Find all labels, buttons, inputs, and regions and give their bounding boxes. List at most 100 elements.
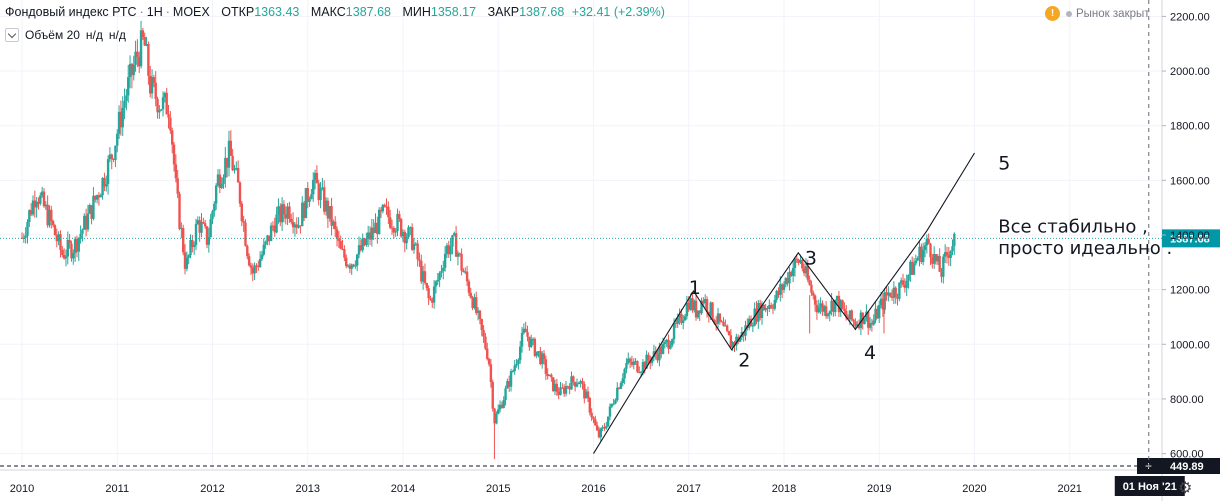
candle-body xyxy=(799,259,802,263)
collapse-toggle-icon[interactable] xyxy=(5,28,19,42)
candle-body xyxy=(487,359,491,365)
candle-body xyxy=(927,238,930,244)
candle-body xyxy=(152,77,156,83)
candle-body xyxy=(705,299,709,313)
candle-body xyxy=(671,339,674,346)
candle-body xyxy=(572,376,575,382)
high-label: МАКС xyxy=(310,5,346,19)
candle-body xyxy=(374,222,377,234)
open-value: 1363.43 xyxy=(254,5,300,19)
candle-body xyxy=(808,279,811,285)
candle-body xyxy=(475,297,478,314)
candle-body xyxy=(878,305,881,319)
candle-body xyxy=(132,64,135,76)
candle-body xyxy=(845,310,848,318)
candle-body xyxy=(86,213,90,230)
candle-body xyxy=(407,227,410,238)
candle-body xyxy=(486,348,489,360)
symbol-title[interactable]: Фондовый индекс РТС xyxy=(5,5,137,19)
candle-body xyxy=(865,311,868,320)
candle-body xyxy=(55,235,59,242)
candle-body xyxy=(390,227,394,229)
candle-body xyxy=(621,378,624,384)
candle-body xyxy=(317,183,320,201)
candle-body xyxy=(105,184,108,187)
candle-body xyxy=(713,319,716,324)
candle-body xyxy=(368,232,372,240)
candle-body xyxy=(588,397,592,413)
candle-body xyxy=(112,159,115,161)
price-level-tag xyxy=(1137,458,1220,474)
candle-body xyxy=(797,259,800,263)
candle-body xyxy=(843,308,846,311)
candle-body xyxy=(348,265,352,269)
candle-body xyxy=(605,426,608,429)
candle-body xyxy=(498,404,502,410)
candle-body xyxy=(914,260,918,264)
close-value: 1387.68 xyxy=(519,5,565,19)
candle-body xyxy=(196,220,200,224)
candle-body xyxy=(489,364,493,382)
candle-body xyxy=(138,56,141,67)
candle-body xyxy=(550,374,553,378)
candle-body xyxy=(44,204,48,207)
candle-body xyxy=(762,304,766,311)
candle-body xyxy=(682,320,685,323)
candle-body xyxy=(795,258,798,260)
candle-body xyxy=(165,92,168,115)
candle-body xyxy=(399,219,403,237)
candle-body xyxy=(346,265,350,267)
candle-body xyxy=(160,109,163,111)
candle-body xyxy=(72,252,75,259)
candle-body xyxy=(617,387,621,389)
candle-body xyxy=(211,211,214,220)
candle-body xyxy=(830,300,833,312)
warning-icon[interactable]: ! xyxy=(1045,6,1060,21)
candle-body xyxy=(918,246,921,259)
candle-body xyxy=(594,419,597,426)
candle-body xyxy=(108,154,112,160)
candle-body xyxy=(224,157,227,178)
candle-body xyxy=(936,256,940,262)
candle-body xyxy=(363,238,366,246)
candle-body xyxy=(460,253,463,271)
candle-body xyxy=(678,313,681,318)
candle-body xyxy=(308,199,311,202)
candle-body xyxy=(233,168,236,171)
candle-body xyxy=(293,224,297,228)
candle-body xyxy=(158,110,161,113)
interval-label[interactable]: 1Н xyxy=(146,5,163,19)
candle-body xyxy=(447,245,450,255)
candle-body xyxy=(852,319,855,322)
candle-body xyxy=(271,225,275,227)
candle-body xyxy=(863,319,866,325)
candle-body xyxy=(427,288,430,299)
candle-body xyxy=(826,314,830,317)
last-price-tag xyxy=(1162,229,1220,248)
candle-body xyxy=(343,249,346,258)
market-status[interactable]: ! Рынок закрыт xyxy=(1045,6,1150,21)
candle-body xyxy=(70,243,73,259)
candle-body xyxy=(720,321,723,323)
candle-body xyxy=(357,245,361,255)
candle-body xyxy=(584,391,588,399)
volume-label[interactable]: Объём 20 xyxy=(25,28,80,42)
candle-body xyxy=(50,209,53,222)
candle-body xyxy=(150,77,154,94)
candle-body xyxy=(169,117,172,131)
candle-body xyxy=(172,144,176,165)
candle-body xyxy=(385,206,388,208)
candle-body xyxy=(75,239,79,252)
candle-body xyxy=(636,361,639,372)
candle-body xyxy=(62,255,66,259)
candle-body xyxy=(616,387,619,401)
candle-body xyxy=(139,30,143,67)
candle-body xyxy=(555,383,559,392)
candle-body xyxy=(377,209,381,235)
gear-icon[interactable]: ⚙ xyxy=(1178,480,1193,497)
candle-body xyxy=(727,331,731,336)
candle-body xyxy=(500,404,504,408)
candle-body xyxy=(246,245,249,257)
candle-body xyxy=(846,317,850,320)
